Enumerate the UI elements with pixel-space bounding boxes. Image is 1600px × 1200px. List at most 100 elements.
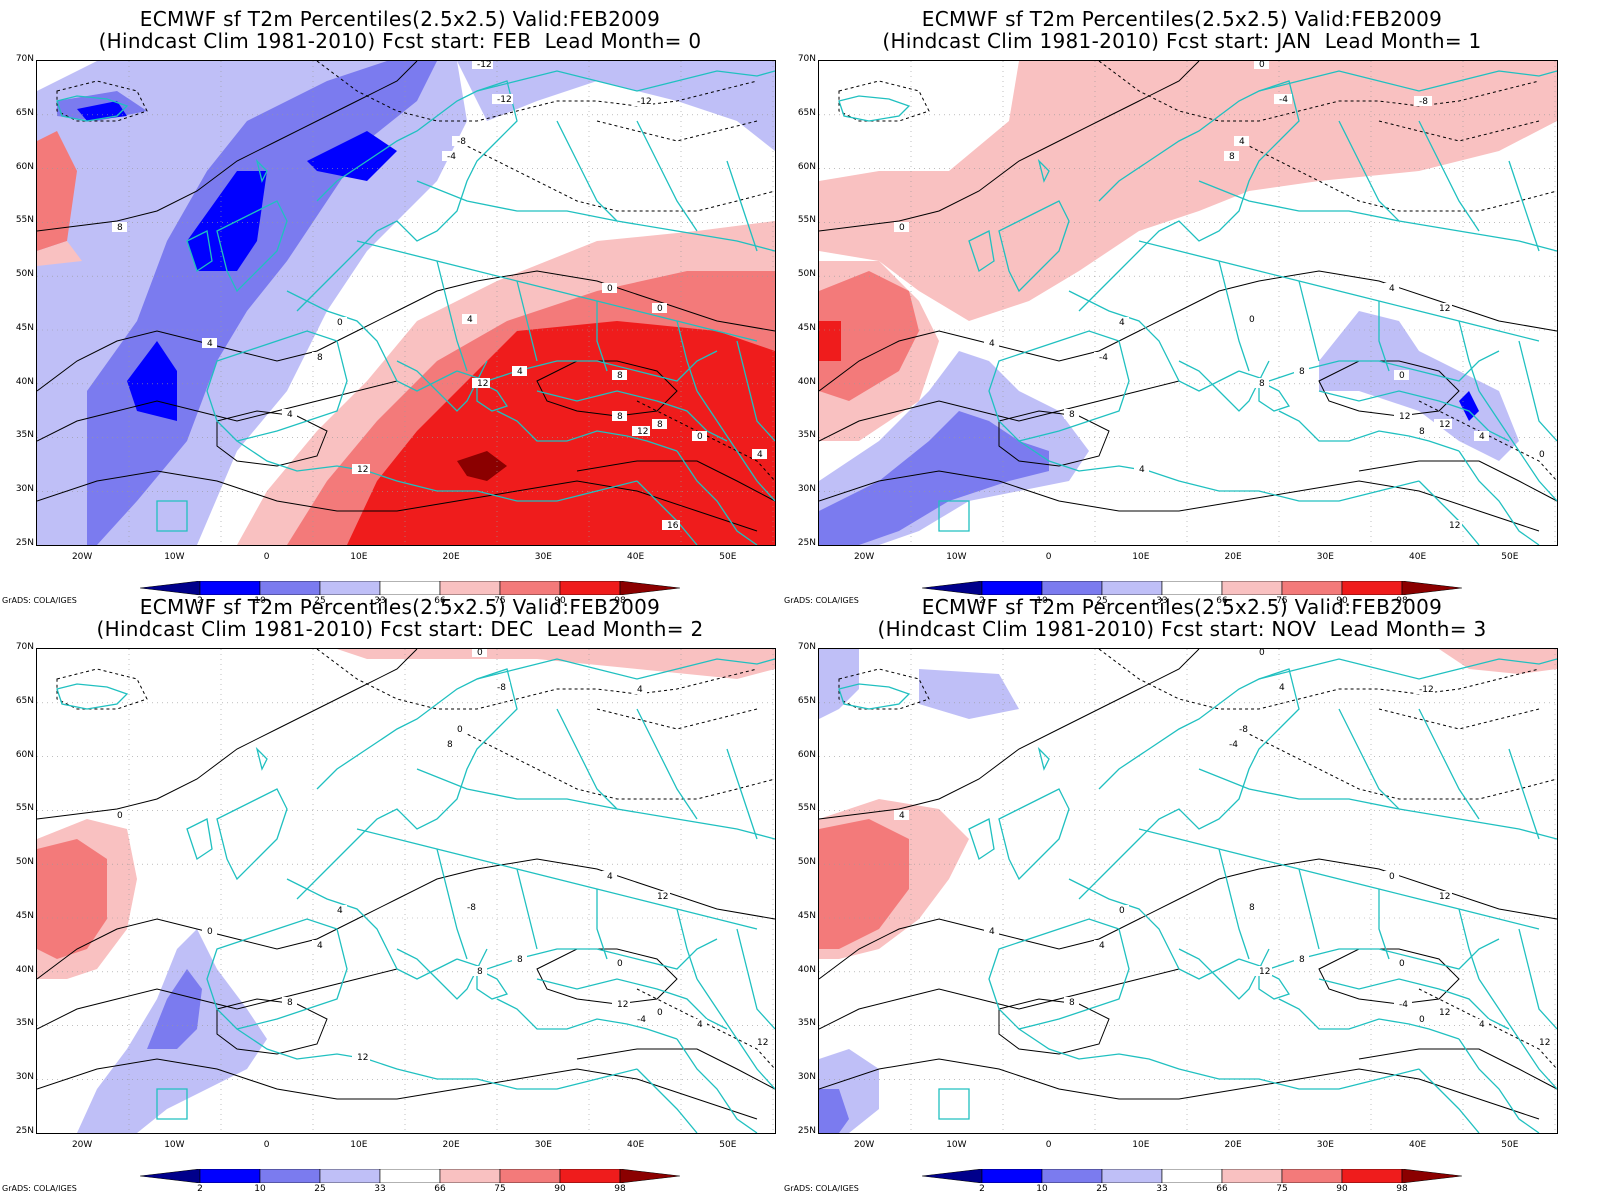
contour-label-bg — [282, 409, 297, 419]
contour-label-bg — [1414, 1014, 1429, 1024]
panel-subtitle: (Hindcast Clim 1981-2010) Fcst start: DE… — [96, 617, 704, 641]
contour-label: 0 — [1259, 61, 1265, 70]
latitude-label: 60N — [15, 161, 34, 172]
contour-line — [37, 649, 418, 820]
colorbar-label: 33 — [374, 596, 386, 606]
contour-label: 4 — [1239, 137, 1245, 147]
contour-label-bg — [1394, 958, 1409, 968]
contour-label-bg — [332, 905, 347, 915]
contour-label-bg — [452, 724, 467, 734]
coastline — [56, 683, 129, 710]
coastline — [1018, 1028, 1420, 1090]
panel-subtitle: (Hindcast Clim 1981-2010) Fcst start: JA… — [882, 29, 1482, 53]
coastline — [1138, 828, 1540, 930]
contour-label-bg — [612, 999, 630, 1009]
contour-label-bg — [752, 449, 767, 459]
colorbar-label: 66 — [434, 596, 446, 606]
grads-credit: GrADS: COLA/IGES — [2, 596, 77, 605]
contour-label: 4 — [287, 410, 293, 420]
coastline — [1138, 240, 1540, 342]
latitude-label: 40N — [15, 376, 34, 387]
contour-line — [819, 380, 1180, 442]
contour-line — [1358, 1048, 1557, 1090]
coastline — [676, 908, 698, 980]
contour-line — [596, 708, 758, 730]
contour-label: 12 — [1439, 892, 1450, 902]
contour-label: 0 — [337, 318, 343, 328]
colorbar-swatch — [259, 1168, 321, 1184]
coastline — [1298, 868, 1320, 950]
latitude-label: 45N — [15, 322, 34, 333]
contour-label-bg — [612, 958, 627, 968]
contour-label-bg — [632, 684, 647, 694]
colorbar-label: 2 — [979, 1184, 985, 1194]
coastline — [56, 95, 129, 122]
longitude-label: 20W — [853, 1140, 875, 1150]
longitude-label: 10E — [350, 552, 368, 562]
coastline — [1018, 440, 1420, 502]
contour-label-bg — [452, 136, 470, 146]
percentile-shading — [819, 649, 859, 719]
coastline — [476, 967, 509, 1000]
coastline — [1378, 889, 1390, 960]
colorbar-label: 75 — [494, 1184, 506, 1194]
contour-label-bg — [492, 682, 510, 692]
longitude-label: 30E — [534, 552, 552, 562]
contour-line — [1098, 61, 1540, 122]
latitude-label: 65N — [797, 695, 816, 706]
coastline — [1258, 379, 1291, 412]
contour-label-bg — [472, 649, 487, 657]
latitude-label: 55N — [15, 803, 34, 814]
percentile-shading — [37, 131, 77, 251]
longitude-label: 40E — [1409, 1140, 1427, 1150]
contour-line — [819, 470, 1540, 532]
contour-label-bg — [652, 1007, 667, 1017]
contour-label: 4 — [637, 685, 643, 695]
longitude-label: 0 — [263, 1140, 270, 1150]
contour-line — [1098, 649, 1540, 710]
panel-title: ECMWF sf T2m Percentiles(2.5x2.5) Valid:… — [921, 595, 1443, 619]
latitude-label: 70N — [15, 54, 34, 64]
contour-label-bg — [442, 739, 457, 749]
percentile-shading — [187, 171, 267, 271]
contour-line — [216, 998, 328, 1055]
longitude-label: 20E — [1224, 552, 1242, 562]
contour-label-bg — [984, 338, 999, 348]
contour-label-bg — [1254, 966, 1272, 976]
colorbar-label: 33 — [1156, 596, 1168, 606]
contour-line — [819, 61, 1200, 232]
contour-label-bg — [632, 1014, 650, 1024]
coastline — [416, 768, 775, 840]
percentile-shading — [819, 61, 1557, 321]
coastline — [1418, 1068, 1480, 1133]
coastline — [636, 480, 698, 545]
contour-label-bg — [1244, 902, 1259, 912]
colorbar-swatch — [139, 1168, 201, 1184]
contour-label: 12 — [1439, 420, 1450, 430]
latitude-label: 60N — [15, 749, 34, 760]
latitude-label: 70N — [15, 642, 34, 652]
coastline — [1478, 390, 1557, 502]
contour-label: 4 — [1279, 683, 1285, 693]
contour-label-bg — [1534, 449, 1549, 459]
coastline — [1218, 848, 1250, 960]
contour-label-bg — [894, 222, 909, 232]
colorbar-label: 98 — [1396, 596, 1408, 606]
contour-label-bg — [652, 419, 667, 429]
colorbar-swatch — [1221, 1168, 1283, 1184]
coastline — [1198, 180, 1557, 252]
contour-label: 12 — [1259, 967, 1270, 977]
longitude-label: 10W — [164, 552, 185, 562]
coastline — [516, 280, 538, 362]
longitude-label: 50E — [719, 552, 737, 562]
contour-line — [838, 80, 930, 122]
contour-line — [596, 120, 758, 142]
contour-label-bg — [512, 954, 527, 964]
latitude-label: 50N — [15, 857, 34, 868]
percentile-shading — [457, 451, 507, 481]
colorbar-swatch — [379, 1168, 441, 1184]
coastline — [726, 160, 758, 252]
contour-label: 0 — [207, 927, 213, 937]
contour-label: -8 — [457, 137, 466, 147]
